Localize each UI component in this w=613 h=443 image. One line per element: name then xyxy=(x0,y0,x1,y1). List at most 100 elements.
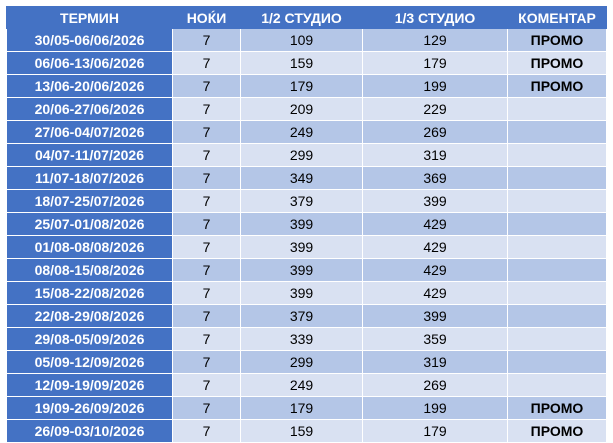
table-row: 18/07-25/07/2026 7 379 399 xyxy=(6,189,607,213)
cell-half-studio-price: 159 xyxy=(240,419,363,443)
header-third-studio: 1/3 СТУДИО xyxy=(362,6,508,29)
cell-half-studio-price: 209 xyxy=(240,97,363,121)
cell-third-studio-price: 319 xyxy=(362,143,508,167)
cell-comment xyxy=(507,189,607,213)
cell-nights: 7 xyxy=(172,28,241,52)
cell-half-studio-price: 159 xyxy=(240,51,363,75)
cell-nights: 7 xyxy=(172,419,241,443)
table-row: 13/06-20/06/2026 7 179 199 ПРОМО xyxy=(6,74,607,98)
cell-third-studio-price: 129 xyxy=(362,28,508,52)
cell-term: 12/09-19/09/2026 xyxy=(6,373,173,397)
cell-nights: 7 xyxy=(172,212,241,236)
cell-nights: 7 xyxy=(172,189,241,213)
cell-term: 26/09-03/10/2026 xyxy=(6,419,173,443)
table-row: 05/09-12/09/2026 7 299 319 xyxy=(6,350,607,374)
cell-term: 27/06-04/07/2026 xyxy=(6,120,173,144)
cell-third-studio-price: 179 xyxy=(362,51,508,75)
header-row: ТЕРМИН НОЌИ 1/2 СТУДИО 1/3 СТУДИО КОМЕНТ… xyxy=(6,6,607,29)
cell-comment xyxy=(507,212,607,236)
cell-term: 20/06-27/06/2026 xyxy=(6,97,173,121)
cell-comment xyxy=(507,373,607,397)
table-row: 30/05-06/06/2026 7 109 129 ПРОМО xyxy=(6,28,607,52)
cell-nights: 7 xyxy=(172,258,241,282)
table-row: 04/07-11/07/2026 7 299 319 xyxy=(6,143,607,167)
header-term: ТЕРМИН xyxy=(6,6,173,29)
cell-comment: ПРОМО xyxy=(507,74,607,98)
cell-term: 13/06-20/06/2026 xyxy=(6,74,173,98)
cell-half-studio-price: 299 xyxy=(240,350,363,374)
cell-comment xyxy=(507,97,607,121)
header-comment: КОМЕНТАР xyxy=(507,6,607,29)
cell-nights: 7 xyxy=(172,327,241,351)
cell-comment xyxy=(507,327,607,351)
cell-nights: 7 xyxy=(172,51,241,75)
cell-term: 04/07-11/07/2026 xyxy=(6,143,173,167)
cell-half-studio-price: 249 xyxy=(240,120,363,144)
cell-term: 25/07-01/08/2026 xyxy=(6,212,173,236)
cell-comment xyxy=(507,166,607,190)
header-nights: НОЌИ xyxy=(172,6,241,29)
table-row: 20/06-27/06/2026 7 209 229 xyxy=(6,97,607,121)
cell-comment xyxy=(507,350,607,374)
table-row: 22/08-29/08/2026 7 379 399 xyxy=(6,304,607,328)
table-row: 01/08-08/08/2026 7 399 429 xyxy=(6,235,607,259)
cell-comment xyxy=(507,143,607,167)
cell-half-studio-price: 399 xyxy=(240,212,363,236)
cell-term: 06/06-13/06/2026 xyxy=(6,51,173,75)
cell-term: 15/08-22/08/2026 xyxy=(6,281,173,305)
cell-comment xyxy=(507,120,607,144)
table-row: 08/08-15/08/2026 7 399 429 xyxy=(6,258,607,282)
cell-comment xyxy=(507,281,607,305)
cell-third-studio-price: 399 xyxy=(362,189,508,213)
cell-third-studio-price: 269 xyxy=(362,120,508,144)
table-row: 25/07-01/08/2026 7 399 429 xyxy=(6,212,607,236)
cell-third-studio-price: 429 xyxy=(362,235,508,259)
cell-nights: 7 xyxy=(172,373,241,397)
cell-comment: ПРОМО xyxy=(507,28,607,52)
cell-third-studio-price: 369 xyxy=(362,166,508,190)
cell-term: 22/08-29/08/2026 xyxy=(6,304,173,328)
cell-half-studio-price: 179 xyxy=(240,396,363,420)
cell-third-studio-price: 179 xyxy=(362,419,508,443)
cell-term: 18/07-25/07/2026 xyxy=(6,189,173,213)
cell-nights: 7 xyxy=(172,235,241,259)
cell-half-studio-price: 379 xyxy=(240,189,363,213)
cell-nights: 7 xyxy=(172,74,241,98)
price-table: ТЕРМИН НОЌИ 1/2 СТУДИО 1/3 СТУДИО КОМЕНТ… xyxy=(6,6,607,443)
table-row: 11/07-18/07/2026 7 349 369 xyxy=(6,166,607,190)
table-row: 27/06-04/07/2026 7 249 269 xyxy=(6,120,607,144)
cell-third-studio-price: 269 xyxy=(362,373,508,397)
cell-comment xyxy=(507,304,607,328)
cell-nights: 7 xyxy=(172,281,241,305)
cell-half-studio-price: 339 xyxy=(240,327,363,351)
cell-nights: 7 xyxy=(172,97,241,121)
cell-term: 11/07-18/07/2026 xyxy=(6,166,173,190)
cell-half-studio-price: 399 xyxy=(240,235,363,259)
cell-term: 19/09-26/09/2026 xyxy=(6,396,173,420)
cell-term: 01/08-08/08/2026 xyxy=(6,235,173,259)
cell-comment xyxy=(507,258,607,282)
cell-half-studio-price: 299 xyxy=(240,143,363,167)
cell-nights: 7 xyxy=(172,120,241,144)
cell-comment xyxy=(507,235,607,259)
cell-third-studio-price: 199 xyxy=(362,396,508,420)
cell-half-studio-price: 249 xyxy=(240,373,363,397)
cell-half-studio-price: 399 xyxy=(240,258,363,282)
cell-third-studio-price: 399 xyxy=(362,304,508,328)
cell-third-studio-price: 229 xyxy=(362,97,508,121)
cell-third-studio-price: 429 xyxy=(362,258,508,282)
cell-comment: ПРОМО xyxy=(507,419,607,443)
cell-third-studio-price: 359 xyxy=(362,327,508,351)
header-half-studio: 1/2 СТУДИО xyxy=(240,6,363,29)
cell-half-studio-price: 109 xyxy=(240,28,363,52)
cell-comment: ПРОМО xyxy=(507,51,607,75)
table-row: 19/09-26/09/2026 7 179 199 ПРОМО xyxy=(6,396,607,420)
cell-third-studio-price: 429 xyxy=(362,281,508,305)
cell-nights: 7 xyxy=(172,396,241,420)
cell-half-studio-price: 379 xyxy=(240,304,363,328)
table-row: 15/08-22/08/2026 7 399 429 xyxy=(6,281,607,305)
cell-nights: 7 xyxy=(172,350,241,374)
cell-half-studio-price: 399 xyxy=(240,281,363,305)
cell-term: 30/05-06/06/2026 xyxy=(6,28,173,52)
cell-half-studio-price: 349 xyxy=(240,166,363,190)
